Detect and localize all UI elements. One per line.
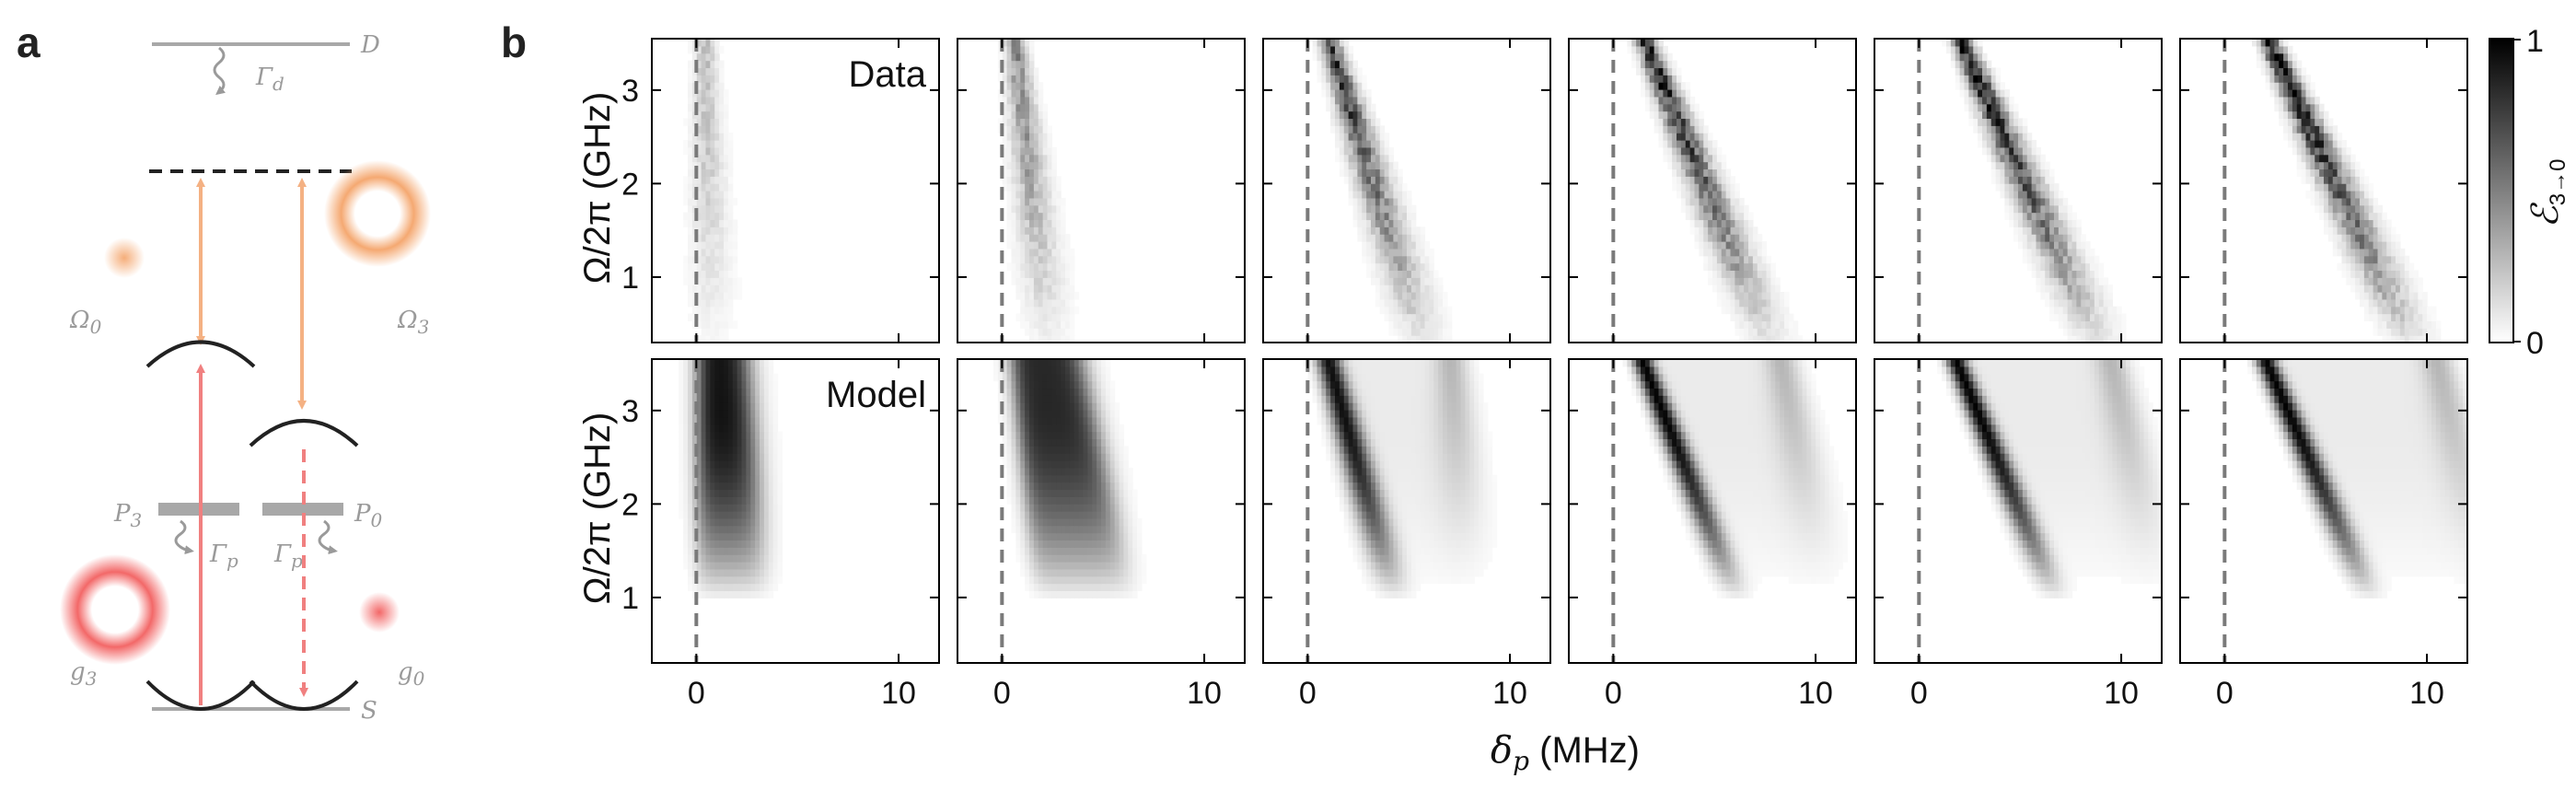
- colorbar-max-label: 1: [2526, 24, 2544, 59]
- plot-frame: [651, 38, 940, 343]
- heatmap-model-2: 0 10: [957, 358, 1246, 711]
- trap-potential-ground-right: [249, 680, 359, 711]
- y-tick-label: 2: [621, 487, 639, 522]
- beam-omega0-spot: [104, 238, 145, 278]
- y-axis-label-data: Ω/2π (GHz): [577, 92, 618, 285]
- plot-frame: [957, 358, 1246, 664]
- label-gamma-p-left: Γp: [209, 540, 238, 572]
- plot-frame: [651, 358, 940, 664]
- y-tick-label: 1: [621, 581, 639, 616]
- heatmap-data-2: [957, 38, 1246, 343]
- heatmap-data-5: [1874, 38, 2163, 343]
- row-label-model: Model: [826, 375, 926, 415]
- y-tick-label: 1: [621, 261, 639, 296]
- decay-gamma-d: [213, 46, 226, 96]
- colorbar: [2489, 38, 2514, 343]
- trap-potential-ground-left: [145, 680, 256, 711]
- row-label-data: Data: [849, 54, 927, 95]
- heatmap-model-1: 0 10 1 2 3 Model: [621, 358, 940, 711]
- label-omega0: Ω0: [69, 307, 102, 338]
- heatmap-grid: 1 2 3 Data 0 10 1 2 3 Model 0 10 0 10 0 10 0 10 0 10: [621, 38, 2468, 711]
- label-omega3: Ω3: [397, 307, 429, 338]
- plot-frame: [1568, 38, 1857, 343]
- y-tick-label: 2: [621, 167, 639, 202]
- heatmap-data-1: 1 2 3 Data: [621, 38, 940, 343]
- plot-frame: [1874, 38, 2163, 343]
- heatmap-model-4: 0 10: [1568, 358, 1857, 711]
- heatmap-model-6: 0 10: [2179, 358, 2468, 711]
- y-tick-label: 3: [621, 394, 639, 429]
- decay-gamma-p-right: [318, 519, 338, 555]
- y-tick-label: 3: [621, 74, 639, 109]
- beam-g3-ring: [60, 554, 170, 665]
- x-tick-label: 0: [1605, 676, 1622, 711]
- label-g0: g0: [398, 658, 425, 690]
- label-gamma-p-right: Γp: [273, 540, 303, 572]
- plot-frame: [1262, 38, 1551, 343]
- x-tick-label: 0: [688, 676, 705, 711]
- x-tick-label: 0: [1299, 676, 1317, 711]
- heatmap-model-3: 0 10: [1262, 358, 1551, 711]
- x-tick-label: 10: [1798, 676, 1833, 711]
- heatmap-data-6: [2179, 38, 2468, 343]
- trap-potential-excited-left: [145, 340, 256, 368]
- label-p3: P3: [113, 500, 142, 531]
- heatmap-model-5: 0 10: [1874, 358, 2163, 711]
- label-p0: P0: [354, 500, 383, 531]
- panel-label-a: a: [17, 18, 41, 66]
- heatmap-data-3: [1262, 38, 1551, 343]
- x-tick-label: 10: [2104, 676, 2139, 711]
- y-axis-label-model: Ω/2π (GHz): [577, 412, 618, 605]
- x-tick-label: 0: [1910, 676, 1928, 711]
- colorbar-min-label: 0: [2526, 326, 2544, 361]
- level-p0: [262, 503, 343, 516]
- label-g3: g3: [70, 658, 97, 690]
- colorbar-label: ℰ3→0: [2524, 159, 2570, 228]
- panel-label-b: b: [501, 18, 527, 66]
- plot-frame: [1568, 358, 1857, 664]
- x-tick-label: 0: [2216, 676, 2234, 711]
- plot-frame: [1874, 358, 2163, 664]
- beam-omega3-ring: [324, 160, 431, 267]
- plot-frame: [957, 38, 1246, 343]
- panel-a: a D Γd Ω0 Ω3 g3 g0 P3 P0 Γp Γp: [17, 18, 431, 725]
- x-tick-label: 10: [1187, 676, 1222, 711]
- decay-gamma-p-left: [174, 519, 194, 555]
- plot-frame: [2179, 38, 2468, 343]
- plot-frame: [2179, 358, 2468, 664]
- label-d: D: [360, 31, 380, 59]
- x-tick-label: 10: [881, 676, 916, 711]
- x-tick-label: 0: [993, 676, 1011, 711]
- trap-potential-excited-right: [249, 419, 359, 447]
- label-s: S: [361, 697, 377, 725]
- beam-g0-spot: [359, 592, 400, 633]
- x-tick-label: 10: [2409, 676, 2444, 711]
- plot-frame: [1262, 358, 1551, 664]
- x-tick-label: 10: [1492, 676, 1527, 711]
- heatmap-data-4: [1568, 38, 1857, 343]
- x-axis-label: δp (MHz): [1491, 729, 1640, 776]
- label-gamma-d: Γd: [255, 64, 284, 95]
